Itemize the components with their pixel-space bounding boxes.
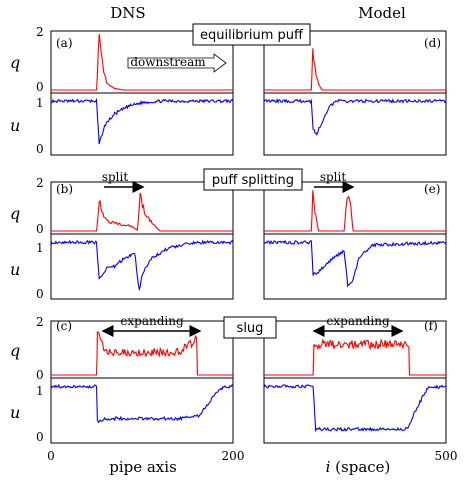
panel-tag-a: (a) (56, 36, 73, 50)
q-tick-min-row1: 0 (36, 80, 44, 94)
row-label-slug: slug (237, 321, 264, 336)
panel-tag-d: (d) (424, 36, 441, 50)
q-tick-min-row3: 0 (36, 368, 44, 382)
panel-tag-e: (e) (424, 182, 440, 196)
series-u-c (50, 383, 234, 424)
u-label-row2: u (10, 260, 20, 279)
panel-tag-f: (f) (424, 319, 438, 333)
q-tick-max-row3: 2 (36, 315, 44, 329)
q-label-row1: q (10, 53, 20, 72)
panel-frame-2-0 (50, 320, 234, 444)
x-label-right: i (space) (326, 458, 391, 476)
row-label-box-2 (203, 168, 303, 191)
x-tick-right-500: 500 (435, 449, 458, 463)
u-tick-min-row1: 0 (36, 142, 44, 156)
series-q-a (51, 33, 233, 91)
x-tick-left-0: 0 (47, 449, 55, 463)
x-tick-left-200: 200 (222, 449, 245, 463)
q-label-row2: q (10, 204, 20, 223)
row-label-box-1 (192, 23, 311, 46)
row-label-box-3 (223, 316, 277, 339)
row-label-puff-splitting: puff splitting (212, 173, 294, 188)
panel-frames (50, 30, 447, 444)
data-curves (50, 33, 447, 433)
u-label-row1: u (10, 116, 20, 135)
series-u-d (263, 98, 447, 137)
series-u-b (50, 239, 234, 292)
downstream-label: downstream (130, 55, 206, 69)
series-u-e (263, 239, 447, 288)
x-label-right-rest: (space) (330, 458, 390, 476)
q-tick-max-row2: 2 (36, 176, 44, 190)
q-tick-max-row1: 2 (36, 25, 44, 39)
x-label-right-var: i (326, 458, 331, 476)
series-q-c (51, 331, 233, 376)
split-label-right: split (320, 170, 347, 184)
panel-tag-c: (c) (56, 319, 72, 333)
expanding-label-left: expanding (120, 314, 184, 328)
series-q-e (264, 190, 446, 232)
panel-frame-2-1 (263, 320, 447, 444)
u-tick-max-row1: 1 (36, 96, 44, 110)
panel-frame-1-1 (263, 181, 447, 300)
series-q-d (264, 48, 446, 91)
column-title-dns: DNS (110, 4, 145, 22)
downstream-arrow-icon (127, 53, 227, 73)
expanding-label-right: expanding (326, 314, 390, 328)
u-tick-max-row3: 1 (36, 384, 44, 398)
series-u-a (50, 97, 234, 145)
u-tick-min-row2: 0 (36, 287, 44, 301)
panel-tag-b: (b) (56, 182, 73, 196)
u-tick-max-row2: 1 (36, 241, 44, 255)
q-tick-min-row2: 0 (36, 222, 44, 236)
u-tick-min-row3: 0 (36, 430, 44, 444)
series-u-f (263, 384, 446, 433)
x-label-left: pipe axis (109, 458, 177, 476)
q-label-row3: q (10, 341, 20, 360)
u-label-row3: u (10, 403, 20, 422)
split-label-left: split (102, 170, 129, 184)
row-label-equilibrium-puff: equilibrium puff (200, 28, 304, 43)
series-q-f (264, 338, 446, 376)
series-q-b (51, 192, 233, 232)
column-title-model: Model (358, 4, 406, 22)
